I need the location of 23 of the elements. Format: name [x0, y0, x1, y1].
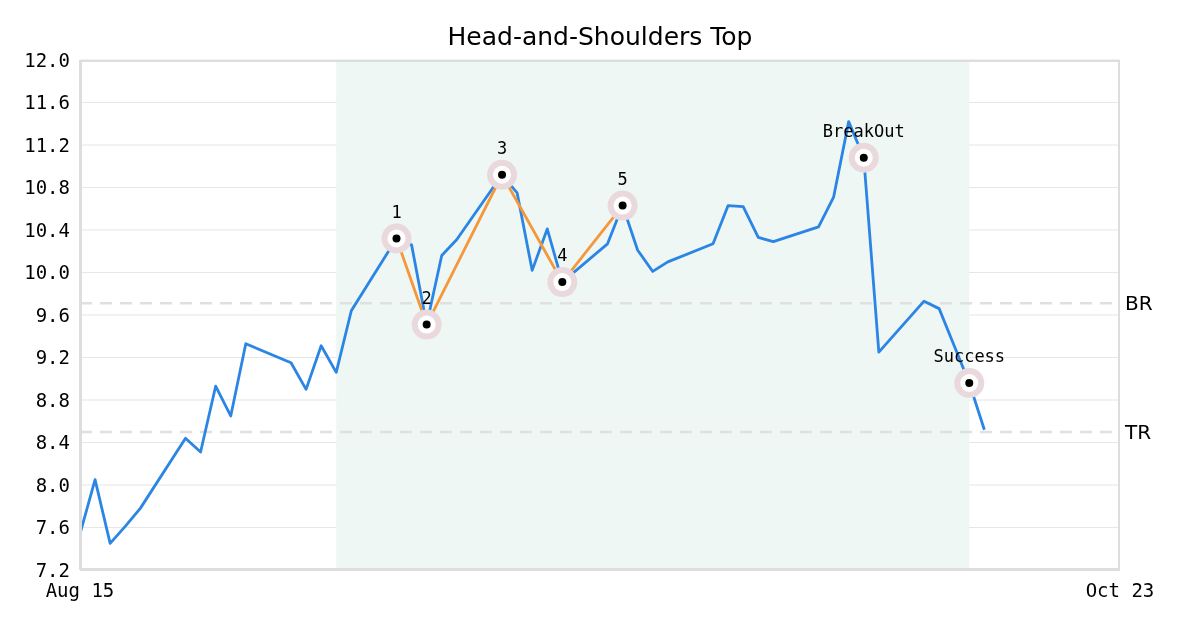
x-tick-label: Oct 23	[1085, 579, 1155, 602]
y-tick-label: 11.2	[24, 133, 70, 156]
y-tick-label: 10.8	[24, 176, 70, 199]
chart-title: Head-and-Shoulders Top	[447, 22, 753, 51]
annotation: 1	[391, 201, 402, 222]
annotation: 5	[617, 168, 628, 189]
y-tick-label: 12.0	[24, 48, 70, 71]
y-tick-label: 8.0	[35, 473, 70, 496]
y-tick-label: 8.8	[35, 388, 70, 411]
y-tick-label: 8.4	[35, 431, 70, 454]
y-tick-label: 11.6	[24, 91, 70, 114]
y-tick-label: 7.2	[35, 558, 70, 581]
x-tick-label: Aug 15	[45, 579, 115, 602]
y-tick-label: 10.4	[24, 218, 70, 241]
y-tick-label: 7.6	[35, 516, 70, 539]
annotation: 2	[421, 287, 432, 308]
y-tick-label: 10.0	[24, 261, 70, 284]
annotation: 4	[557, 245, 568, 266]
ref-line-label: TR	[1124, 419, 1152, 444]
y-tick-label: 9.6	[35, 303, 70, 326]
annotation: 3	[496, 137, 508, 158]
y-tick-label: 9.2	[35, 346, 70, 369]
ref-line-label: BR	[1125, 291, 1153, 316]
